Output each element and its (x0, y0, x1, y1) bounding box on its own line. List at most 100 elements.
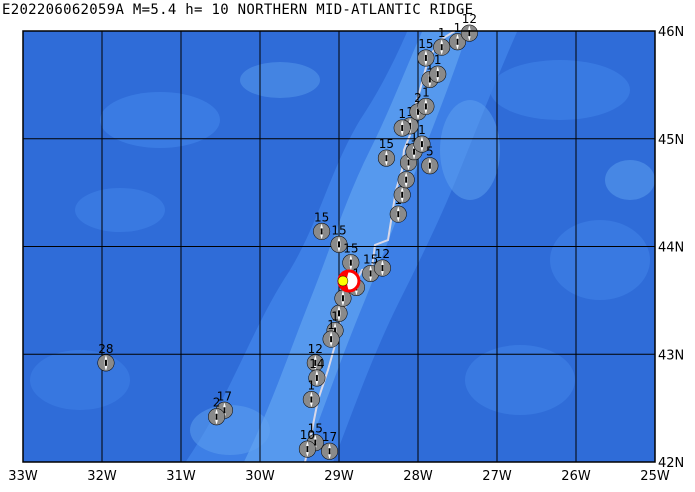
epicenter-marker (337, 275, 349, 287)
x-tick-label: 28W (403, 469, 433, 484)
x-tick-label: 26W (561, 469, 591, 484)
depth-label: 12 (462, 12, 477, 26)
beachball-quadrant (329, 443, 338, 460)
x-tick-label: 27W (482, 469, 512, 484)
beachball-quadrant (331, 236, 339, 253)
focal-mechanism: 2 (208, 396, 226, 426)
y-tick-label: 46N (658, 25, 684, 40)
beachball-axis (417, 108, 419, 115)
beachball-quadrant (308, 369, 317, 386)
x-tick-label: 32W (87, 469, 117, 484)
beachball-axis (328, 448, 331, 455)
depth-label: 10 (300, 428, 315, 442)
beachball-quadrant (334, 290, 343, 307)
beachball-quadrant (382, 260, 391, 277)
beachball-axis (381, 265, 384, 272)
beachball-quadrant (315, 434, 324, 451)
focal-mechanism: 1 (449, 21, 466, 51)
focal-mechanism: 15 (417, 37, 435, 67)
focal-mechanisms: 2817212141151017111115151515121111115115… (97, 12, 478, 460)
beachball-quadrant (321, 443, 330, 460)
beachball-axis (468, 30, 471, 37)
beachball-axis (407, 159, 410, 166)
beachball-quadrant (406, 143, 415, 160)
beachball-quadrant (394, 119, 403, 136)
depth-label: 1 (327, 318, 335, 332)
y-tick-label: 44N (658, 241, 684, 256)
beachball-quadrant (303, 391, 312, 408)
depth-label: 12 (308, 342, 323, 356)
depth-label: 5 (426, 145, 434, 159)
beachball-quadrant (402, 119, 411, 136)
beachball-quadrant (350, 254, 359, 271)
beachball-quadrant (313, 223, 322, 240)
beachball-quadrant (410, 103, 418, 120)
beachball-quadrant (417, 98, 426, 115)
beachball-quadrant (315, 354, 324, 371)
focal-mechanism: 1 (429, 53, 447, 83)
focal-mechanism: 12 (373, 247, 391, 277)
depth-label: 15 (379, 137, 394, 151)
depth-label: 17 (322, 430, 337, 444)
depth-label: 2 (213, 396, 221, 410)
beachball-quadrant (421, 71, 430, 88)
x-tick-label: 33W (8, 469, 38, 484)
beachball-axis (436, 71, 439, 78)
beachball-axis (349, 259, 352, 266)
beachball-axis (428, 76, 431, 83)
beachball-quadrant (421, 136, 430, 153)
beachball-axis (369, 270, 372, 277)
beachball-quadrant (441, 39, 450, 56)
focal-mechanism: 15 (313, 210, 331, 240)
depth-label: 1 (410, 131, 418, 145)
beachball-quadrant (316, 369, 325, 386)
focal-mechanism: 15 (330, 223, 348, 253)
beachball-quadrant (421, 157, 430, 174)
focal-mechanism: 1 (393, 107, 411, 137)
beachball-axis (440, 44, 443, 51)
beachball-axis (424, 103, 427, 110)
beachball-quadrant (331, 331, 340, 348)
focal-mechanism: 12 (306, 342, 324, 372)
beachball-quadrant (299, 441, 308, 458)
beachball-axis (405, 176, 408, 183)
depth-label: 1 (418, 123, 426, 137)
beachball-axis (385, 155, 388, 162)
beachball-axis (428, 162, 431, 169)
beachball-axis (315, 374, 318, 381)
beachball-axis (338, 241, 340, 248)
event-title: E202206062059A M=5.4 h= 10 NORTHERN MID-… (2, 2, 474, 18)
depth-label: 15 (343, 242, 358, 256)
beachball-quadrant (321, 223, 330, 240)
beachball-quadrant (425, 98, 434, 115)
depth-label: 12 (375, 247, 390, 261)
beachball-axis (310, 396, 313, 403)
beachball-quadrant (410, 117, 419, 134)
beachball-quadrant (374, 260, 383, 277)
beachball-quadrant (307, 441, 316, 458)
beachball-axis (104, 359, 107, 366)
beachball-quadrant (331, 305, 339, 322)
beachball-quadrant (339, 305, 347, 322)
beachball-quadrant (97, 354, 106, 371)
focal-mechanism: 1 (417, 85, 435, 115)
beachball-quadrant (429, 157, 438, 174)
beachball-axis (397, 211, 400, 218)
beachball-quadrant (398, 206, 407, 223)
depth-label: 17 (217, 389, 232, 403)
y-tick-label: 42N (658, 456, 684, 471)
depth-label: 15 (331, 223, 346, 237)
y-tick-label: 43N (658, 348, 684, 363)
beachball-quadrant (413, 136, 422, 153)
depth-label: 1 (454, 21, 462, 35)
beachball-quadrant (307, 354, 316, 371)
beachball-quadrant (224, 402, 233, 419)
beachball-quadrant (342, 290, 351, 307)
beachball-quadrant (208, 408, 217, 425)
focal-mechanism: 1 (413, 123, 431, 153)
x-tick-label: 25W (640, 469, 670, 484)
beachball-quadrant (425, 49, 434, 66)
beachball-quadrant (429, 66, 438, 83)
beachball-quadrant (461, 25, 470, 42)
